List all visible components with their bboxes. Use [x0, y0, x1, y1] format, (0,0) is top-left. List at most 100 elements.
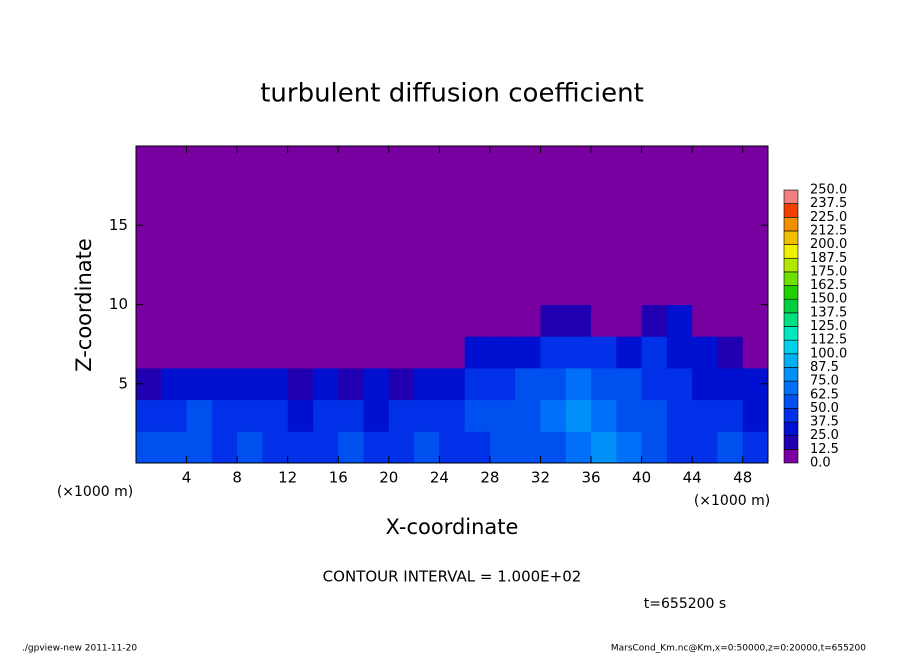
heatmap-cell [489, 146, 516, 179]
heatmap-cell [439, 241, 466, 274]
heatmap-cell [262, 177, 289, 210]
heatmap-cell [540, 304, 567, 337]
heatmap-cell [515, 336, 541, 369]
heatmap-cell [338, 399, 365, 432]
heatmap-cell [186, 272, 213, 305]
heatmap-cell [161, 431, 188, 464]
heatmap-cell [666, 367, 693, 401]
heatmap-cell [717, 336, 744, 369]
heatmap-cell [312, 272, 339, 305]
heatmap-cell [565, 431, 592, 464]
heatmap-cell [464, 304, 491, 337]
x-tick-label: 16 [329, 469, 348, 487]
x-tick-label: 44 [683, 469, 702, 487]
x-tick-label: 24 [430, 469, 449, 487]
heatmap-cell [565, 177, 592, 210]
heatmap-cell [742, 177, 769, 210]
heatmap-cell [186, 336, 213, 369]
heatmap-cell [616, 431, 643, 464]
heatmap-cell [742, 241, 769, 274]
heatmap-cell [136, 336, 162, 369]
heatmap-cell [489, 272, 516, 305]
heatmap-cell [464, 431, 491, 464]
heatmap-cell [388, 177, 415, 210]
heatmap-cell [237, 146, 263, 179]
heatmap-cell [464, 209, 491, 242]
heatmap-cell [666, 336, 693, 369]
heatmap-cell [388, 399, 415, 432]
heatmap-cell [641, 304, 668, 337]
heatmap-cell [692, 367, 718, 401]
heatmap-cell [439, 209, 466, 242]
heatmap-cell [641, 272, 668, 305]
heatmap-cell [363, 367, 390, 401]
x-tick-label: 36 [581, 469, 600, 487]
heatmap-cell [464, 177, 491, 210]
heatmap-cell [388, 336, 415, 369]
heatmap-cell [338, 241, 365, 274]
colorbar-band [783, 394, 799, 409]
colorbar-label: 50.0 [810, 401, 839, 416]
heatmap-cell [312, 431, 339, 464]
heatmap-cell [616, 177, 643, 210]
heatmap-cell [312, 336, 339, 369]
heatmap-cell [439, 146, 466, 179]
heatmap-cell [312, 304, 339, 337]
heatmap-cell [388, 209, 415, 242]
heatmap-cell [540, 241, 567, 274]
heatmap-cell [692, 304, 718, 337]
heatmap-cell [616, 272, 643, 305]
colorbar-band [783, 285, 799, 300]
x-tick-label: 4 [182, 469, 192, 487]
heatmap-cell [591, 241, 617, 274]
heatmap-cell [211, 272, 238, 305]
x-tick-label: 12 [278, 469, 297, 487]
heatmap-cell [161, 367, 188, 401]
heatmap-cell [616, 304, 643, 337]
heatmap-cell [515, 272, 541, 305]
colorbar-band [783, 244, 799, 259]
colorbar-band [783, 271, 799, 286]
heatmap-cell [489, 209, 516, 242]
heatmap-cell [641, 399, 668, 432]
y-tick-label: 10 [109, 295, 128, 313]
heatmap-cell [211, 399, 238, 432]
heatmap-cell [186, 431, 213, 464]
footer-right: MarsCond_Km.nc@Km,x=0:50000,z=0:20000,t=… [611, 644, 866, 654]
heatmap-cell [489, 399, 516, 432]
heatmap-cell [287, 272, 314, 305]
heatmap-cell [312, 209, 339, 242]
heatmap-cell [742, 399, 769, 432]
heatmap-cell [363, 272, 390, 305]
heatmap-cell [565, 241, 592, 274]
heatmap-cell [565, 336, 592, 369]
heatmap-cell [515, 367, 541, 401]
colorbar-band [783, 217, 799, 232]
heatmap-cell [565, 399, 592, 432]
heatmap-cell [489, 431, 516, 464]
heatmap-cell [515, 399, 541, 432]
heatmap-cell [464, 367, 491, 401]
heatmap-cell [666, 304, 693, 337]
colorbar-band [783, 189, 799, 204]
heatmap-cell [186, 367, 213, 401]
heatmap-cell [338, 177, 365, 210]
heatmap-cell [742, 336, 769, 369]
heatmap-cell [211, 367, 238, 401]
heatmap-cell [641, 241, 668, 274]
axes: 4 8 12 16 20 24 28 32 36 40 44 48510150.012.525.037… [109, 145, 847, 487]
heatmap-cell [666, 209, 693, 242]
heatmap-cell [540, 399, 567, 432]
heatmap-cell [287, 431, 314, 464]
colorbar-label: 225.0 [810, 210, 847, 225]
heatmap-cell [439, 336, 466, 369]
colorbar-band [783, 339, 799, 355]
heatmap-cell [287, 304, 314, 337]
heatmap-cell [287, 241, 314, 274]
heatmap-cell [565, 304, 592, 337]
heatmap-cell [717, 431, 744, 464]
heatmap-cell [591, 177, 617, 210]
heatmap-cell [717, 177, 744, 210]
colorbar-band [783, 353, 799, 368]
heatmap-cell [515, 431, 541, 464]
